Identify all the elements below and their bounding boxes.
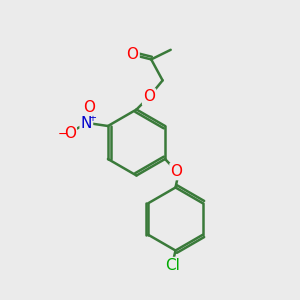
Text: N: N bbox=[81, 116, 92, 131]
Text: O: O bbox=[64, 126, 76, 141]
Text: Cl: Cl bbox=[165, 258, 180, 273]
Text: O: O bbox=[83, 100, 95, 115]
Text: O: O bbox=[127, 46, 139, 62]
Text: O: O bbox=[143, 89, 155, 104]
Text: +: + bbox=[88, 113, 96, 123]
Text: −: − bbox=[58, 128, 68, 141]
Text: O: O bbox=[170, 164, 182, 179]
